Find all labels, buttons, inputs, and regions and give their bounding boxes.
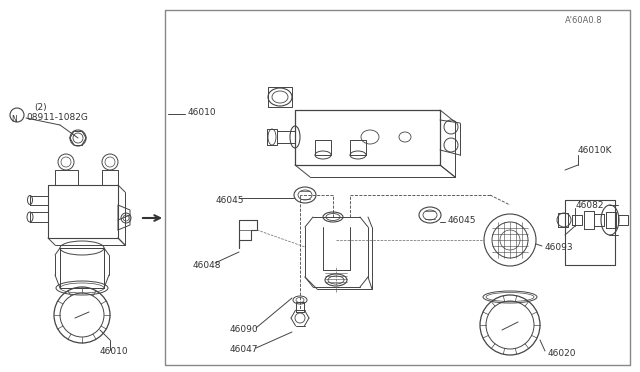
- Text: 46045: 46045: [216, 196, 244, 205]
- Text: 46048: 46048: [193, 260, 221, 269]
- Text: 46010: 46010: [100, 347, 129, 356]
- Text: (2): (2): [34, 103, 47, 112]
- Text: 46093: 46093: [545, 244, 573, 253]
- Text: 46010K: 46010K: [578, 145, 612, 154]
- Text: 08911-1082G: 08911-1082G: [26, 112, 88, 122]
- Text: N: N: [11, 115, 17, 124]
- Text: A'60A0.8: A'60A0.8: [565, 16, 603, 25]
- Text: 46010: 46010: [188, 108, 216, 116]
- Text: 46045: 46045: [448, 215, 477, 224]
- Text: 46090: 46090: [230, 326, 259, 334]
- Text: 46082: 46082: [576, 201, 605, 209]
- Text: 46047: 46047: [230, 346, 259, 355]
- Text: 46020: 46020: [548, 349, 577, 357]
